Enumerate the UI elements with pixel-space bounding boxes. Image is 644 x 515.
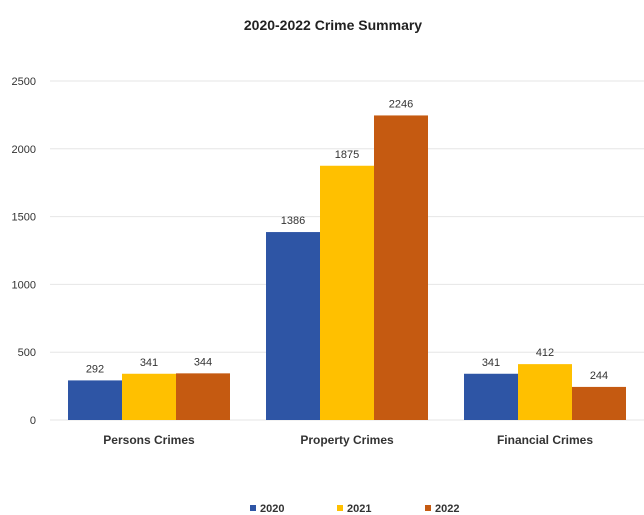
legend-swatch-2021	[337, 505, 343, 511]
data-label: 292	[86, 363, 104, 375]
bar-2022-persons-crimes	[176, 373, 230, 420]
category-label: Persons Crimes	[103, 433, 195, 447]
chart-title: 2020-2022 Crime Summary	[244, 17, 422, 33]
bar-2022-financial-crimes	[572, 386, 626, 420]
bar-2020-persons-crimes	[68, 380, 122, 420]
bar-2022-property-crimes	[374, 115, 428, 421]
y-tick-label: 2500	[12, 76, 36, 88]
y-tick-label: 2000	[12, 144, 36, 156]
category-label: Property Crimes	[300, 433, 394, 447]
y-axis-ticks: 0 500 1000 1500 2000 2500	[12, 76, 36, 427]
bar-2021-financial-crimes	[518, 364, 572, 420]
data-label: 1386	[281, 215, 305, 227]
bar-2020-financial-crimes	[464, 373, 518, 420]
data-label: 344	[194, 356, 212, 368]
category-label: Financial Crimes	[497, 433, 593, 447]
data-label: 412	[536, 347, 554, 359]
y-tick-label: 1000	[12, 279, 36, 291]
legend: 2020 2021 2022	[250, 503, 459, 515]
bars	[68, 115, 626, 421]
data-label: 341	[482, 357, 500, 369]
data-label: 341	[140, 357, 158, 369]
data-label: 1875	[335, 149, 359, 161]
legend-swatch-2022	[425, 505, 431, 511]
legend-label: 2021	[347, 503, 371, 515]
legend-swatch-2020	[250, 505, 256, 511]
y-tick-label: 0	[30, 415, 36, 427]
category-labels: Persons Crimes Property Crimes Financial C…	[103, 433, 593, 447]
bar-2020-property-crimes	[266, 232, 320, 420]
data-label: 244	[590, 370, 608, 382]
bar-2021-property-crimes	[320, 165, 374, 420]
y-tick-label: 1500	[12, 212, 36, 224]
data-label: 2246	[389, 98, 413, 110]
legend-label: 2020	[260, 503, 284, 515]
y-tick-label: 500	[18, 347, 36, 359]
legend-label: 2022	[435, 503, 459, 515]
bar-2021-persons-crimes	[122, 373, 176, 420]
data-labels: 292 341 344 1386 1875 2246 341 412 244	[86, 98, 608, 381]
